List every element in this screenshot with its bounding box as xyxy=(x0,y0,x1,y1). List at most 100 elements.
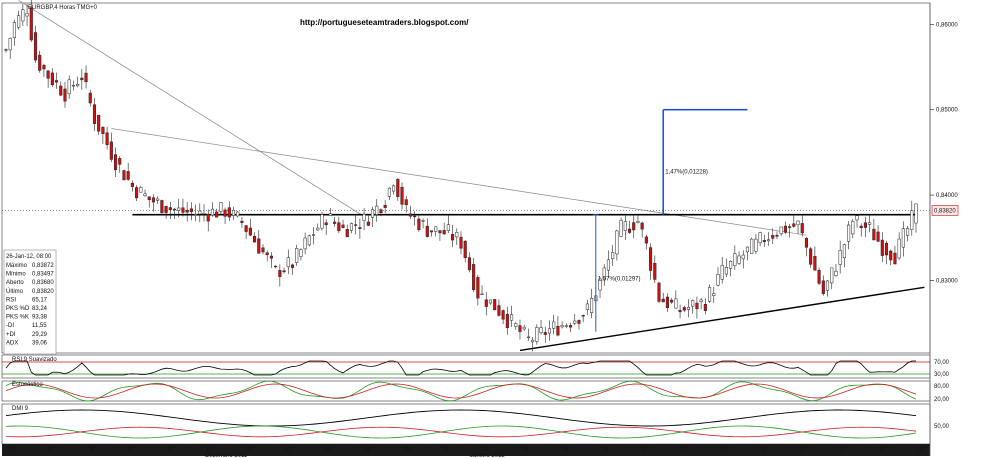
info-label: Mínimo xyxy=(6,272,26,278)
candle xyxy=(29,7,33,41)
stoch-axis-80: 80,00 xyxy=(934,384,950,390)
candle xyxy=(328,213,332,216)
candle xyxy=(101,126,105,134)
candle xyxy=(8,37,12,51)
candle xyxy=(720,264,724,280)
candle xyxy=(67,79,71,95)
candle xyxy=(699,299,703,302)
candle xyxy=(109,141,113,160)
candle xyxy=(358,227,362,229)
candle xyxy=(408,213,412,217)
candle xyxy=(552,321,556,329)
candle xyxy=(547,328,552,334)
candle xyxy=(442,230,446,235)
month-label: Janeiro 2012 xyxy=(470,453,505,458)
candle xyxy=(84,72,88,83)
annotations: 1,57%(0,01297) 1,47%(0,01228) xyxy=(592,108,748,332)
candle xyxy=(556,326,560,336)
x-tick-label: 21 xyxy=(285,447,292,453)
candle xyxy=(383,205,387,208)
info-label: PKS %D xyxy=(6,306,30,312)
candle xyxy=(156,198,160,201)
rising-support-line xyxy=(519,286,925,352)
candle xyxy=(884,242,889,256)
indicator-panels: RSI 9 Suavizado 70,00 30,00 Estocástico 80,0… xyxy=(2,357,950,439)
stoch-axis-20: 20,00 xyxy=(934,397,950,403)
blog-url[interactable]: http://portugueseteamtraders.blogspot.co… xyxy=(300,18,469,27)
candle xyxy=(400,186,404,205)
candle xyxy=(847,224,851,242)
x-tick-label: 07 xyxy=(48,447,55,453)
candle xyxy=(796,220,800,226)
candle xyxy=(522,326,526,330)
candle xyxy=(872,228,876,241)
candle xyxy=(286,257,290,268)
candle xyxy=(863,222,867,228)
candle xyxy=(855,215,859,221)
candle xyxy=(38,54,42,71)
candle xyxy=(762,240,766,242)
candle xyxy=(349,223,354,231)
info-value: 0,83680 xyxy=(32,280,54,286)
candle xyxy=(573,320,577,324)
long-downtrend-line xyxy=(18,0,365,217)
candle xyxy=(307,235,311,246)
x-tick-label: 13 xyxy=(681,447,688,453)
candle xyxy=(758,232,762,244)
candle xyxy=(164,205,168,213)
candle xyxy=(724,266,728,275)
candle xyxy=(859,225,863,229)
candle xyxy=(341,224,345,228)
candle xyxy=(838,250,842,265)
candle xyxy=(194,214,198,216)
candle xyxy=(265,252,269,255)
candle xyxy=(366,221,370,226)
x-tick-label: 11 xyxy=(641,447,648,453)
candle xyxy=(92,104,97,124)
candle xyxy=(118,158,122,165)
candle xyxy=(653,263,657,280)
candle xyxy=(88,92,92,104)
candle xyxy=(703,304,707,311)
candle xyxy=(189,208,193,213)
candle xyxy=(484,299,488,307)
candle xyxy=(333,221,337,224)
candle xyxy=(55,80,59,83)
candle xyxy=(623,221,627,231)
info-box-frame xyxy=(3,249,57,355)
x-tick-label: 04 xyxy=(522,447,529,453)
candle xyxy=(467,257,471,271)
candle xyxy=(202,212,206,215)
candle xyxy=(876,231,880,242)
info-value: 0,83872 xyxy=(32,263,54,269)
candle xyxy=(33,32,38,61)
info-label: -DI xyxy=(6,323,14,329)
candle xyxy=(126,171,130,180)
chart-title: EURGBP,4 Horas TMG+0 xyxy=(28,5,98,11)
y-tick-label: 0,84000 xyxy=(936,193,958,199)
candle xyxy=(505,313,509,328)
info-label: Aberto xyxy=(6,280,24,286)
rsi-axis-70: 70,00 xyxy=(934,360,950,366)
candle xyxy=(729,260,733,269)
candle xyxy=(817,269,821,284)
stoch-d-line xyxy=(5,383,917,399)
candle xyxy=(172,208,177,211)
candle xyxy=(210,208,214,216)
candle xyxy=(324,222,328,226)
candle xyxy=(851,221,855,235)
candles xyxy=(4,0,918,352)
candle xyxy=(825,280,830,291)
candle xyxy=(362,213,366,221)
candle xyxy=(181,207,185,213)
time-axis-bar xyxy=(2,444,930,456)
candle xyxy=(375,205,379,215)
candle xyxy=(804,237,809,248)
candle xyxy=(185,209,189,213)
candle xyxy=(151,197,156,203)
candle xyxy=(42,65,46,70)
candle xyxy=(257,238,261,254)
candle xyxy=(455,232,459,238)
candle xyxy=(792,223,796,227)
x-tick-label: 05 xyxy=(8,447,15,453)
